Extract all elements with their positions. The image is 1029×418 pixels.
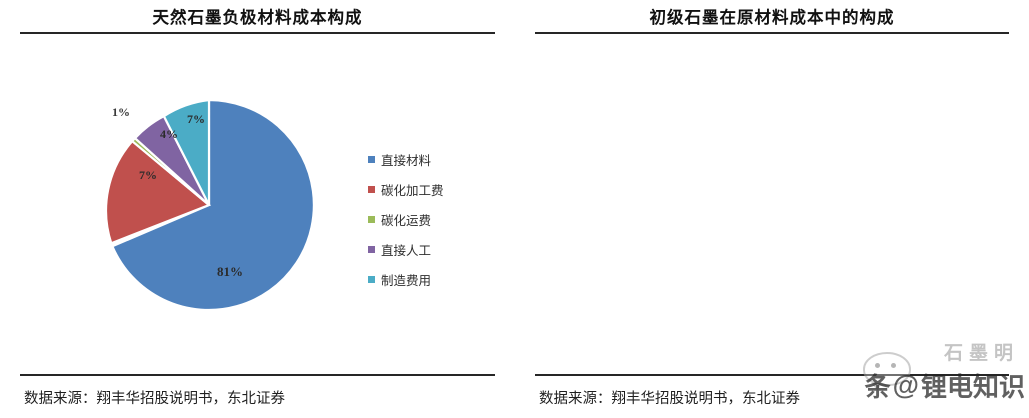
page-title-right: 初级石墨在原材料成本中的构成 xyxy=(649,8,895,27)
pie-slice-manufacturing-cost[interactable] xyxy=(162,98,211,206)
pie-label-direct-material: 81% xyxy=(217,264,243,279)
legend-left: 直接材料 碳化加工费 碳化运费 直接人工 制造费用 xyxy=(368,150,444,289)
pie-label-carbonization-freight: 1% xyxy=(112,105,130,119)
legend-label: 碳化运费 xyxy=(381,214,432,228)
legend-item-direct-labor[interactable]: 直接人工 xyxy=(368,240,444,259)
legend-swatch-icon xyxy=(368,246,375,253)
source-note-left: 数据来源：翔丰华招股说明书，东北证券 xyxy=(24,391,285,407)
pie-slice-carbonization-processing[interactable] xyxy=(104,139,212,245)
chart-panel-right: 初级石墨在原材料成本中的构成 初级石墨 其他 88% 12% 数据 xyxy=(515,0,1029,418)
legend-label: 碳化加工费 xyxy=(381,184,444,198)
source-note-right: 数据来源：翔丰华招股说明书，东北证券 xyxy=(539,391,800,407)
legend-swatch-icon xyxy=(368,216,375,223)
chart-panel-left: 天然石墨负极材料成本构成 81% 7% 1% 4% 7% xyxy=(20,8,495,407)
title-rule-right xyxy=(535,32,1009,34)
pie-svg-left: 81% 7% 1% 4% 7% xyxy=(104,98,315,312)
source-rule-left xyxy=(20,374,495,376)
title-rule-left xyxy=(20,32,495,34)
source-rule-right xyxy=(535,374,1009,376)
legend-label: 直接人工 xyxy=(381,244,432,258)
legend-item-manufacturing-cost[interactable]: 制造费用 xyxy=(368,270,444,289)
pie-label-manufacturing-cost: 7% xyxy=(187,112,205,126)
legend-swatch-icon xyxy=(368,276,375,283)
pie-slice-direct-material[interactable] xyxy=(110,98,315,312)
legend-label: 制造费用 xyxy=(381,274,432,288)
legend-item-carbonization-processing[interactable]: 碳化加工费 xyxy=(368,180,444,199)
panel-divider xyxy=(515,0,516,418)
pie-label-carbonization-processing: 7% xyxy=(139,168,157,182)
legend-swatch-icon xyxy=(368,156,375,163)
pie-label-direct-labor: 4% xyxy=(160,127,178,141)
pie-chart-left: 81% 7% 1% 4% 7% xyxy=(104,98,315,312)
page-title-left: 天然石墨负极材料成本构成 xyxy=(152,8,363,27)
legend-item-carbonization-freight[interactable]: 碳化运费 xyxy=(368,210,444,229)
legend-label: 直接材料 xyxy=(381,154,432,168)
legend-item-direct-material[interactable]: 直接材料 xyxy=(368,150,444,169)
legend-swatch-icon xyxy=(368,186,375,193)
